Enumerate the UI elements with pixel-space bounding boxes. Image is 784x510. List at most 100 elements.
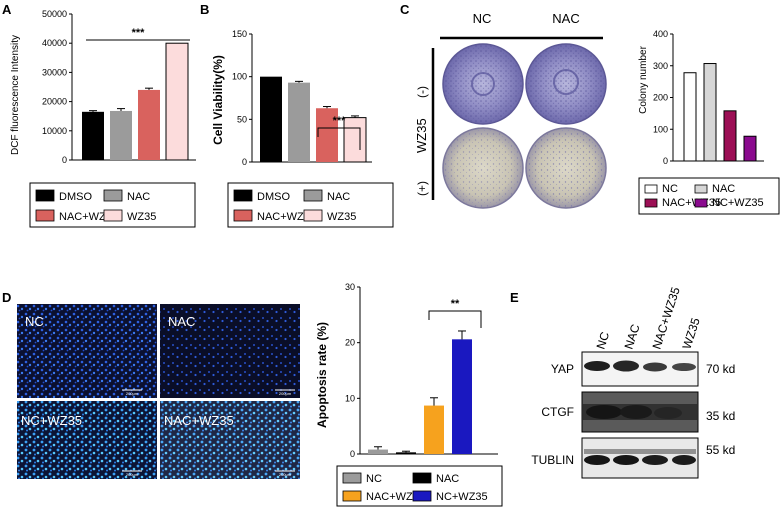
panel-a-ylabel: DCF fluorescence Intensity xyxy=(10,35,21,155)
colony-dish-nc-minus xyxy=(442,43,524,125)
micrograph-nac-wz35: NAC+WZ35 200μm xyxy=(160,401,300,479)
svg-text:NAC+WZ35: NAC+WZ35 xyxy=(164,413,234,428)
panel-b-bar-dmso xyxy=(260,76,282,162)
panel-b-legend-swatch xyxy=(233,209,253,222)
panel-d-legend-swatch xyxy=(342,472,362,484)
blot-tublin: TUBLIN 55 kd xyxy=(531,437,735,479)
panel-c-ytick-label: 400 xyxy=(653,29,668,39)
panel-a-legend: DMSO NAC NAC+WZ35 WZ35 xyxy=(29,182,196,228)
panel-b-legend-swatch xyxy=(303,189,323,202)
svg-text:NC+WZ35: NC+WZ35 xyxy=(21,413,82,428)
panel-c-legend-swatch xyxy=(694,184,708,194)
panel-c-ytick-label: 0 xyxy=(663,156,668,166)
panel-c-legend-swatch xyxy=(644,198,658,208)
panel-b-chart: 0 50 100 150 *** xyxy=(232,29,372,167)
panel-c-bar-nac xyxy=(703,63,717,162)
blot-lane-label: WZ35 xyxy=(680,316,703,351)
blot-yap-size: 70 kd xyxy=(706,362,735,376)
panel-c-legend-swatch xyxy=(644,184,658,194)
panel-a-bar-dmso xyxy=(82,111,104,160)
panel-d-ytick-label: 0 xyxy=(350,449,355,459)
panel-c-legend-swatch xyxy=(694,198,708,208)
panel-b-ytick-label: 100 xyxy=(232,72,247,82)
panel-b-bar-nac xyxy=(288,82,310,162)
panel-b-ytick-label: 150 xyxy=(232,29,247,39)
panel-d-legend: NC NAC NAC+WZ35 NC+WZ35 xyxy=(336,465,503,507)
panel-d-ylabel: Apoptosis rate (%) xyxy=(315,322,329,428)
panel-b-ylabel: Cell Viability(%) xyxy=(211,55,225,145)
panel-d-chart: 0 10 20 30 ** xyxy=(345,282,498,459)
blot-tublin-size: 55 kd xyxy=(706,443,735,457)
panel-d-legend-item: NAC xyxy=(436,473,459,485)
panel-b-label: B xyxy=(200,2,209,17)
svg-text:NC: NC xyxy=(25,314,44,329)
micrograph-nac: NAC 200μm xyxy=(160,304,300,398)
panel-d-legend-box xyxy=(336,465,503,507)
svg-text:NAC: NAC xyxy=(168,314,195,329)
svg-text:200μm: 200μm xyxy=(126,472,139,477)
panel-d-legend-item: NC xyxy=(366,473,382,485)
panel-c-bar-nc xyxy=(683,72,697,162)
micrograph-nc: NC 200μm xyxy=(17,304,157,398)
panel-d-legend-swatch xyxy=(412,472,432,484)
panel-b-sig-bracket xyxy=(317,127,361,150)
panel-a-legend-swatch xyxy=(103,209,123,222)
panel-b-ytick-label: 0 xyxy=(242,157,247,167)
panel-c-legend-box xyxy=(638,177,780,215)
panel-a-legend-item: DMSO xyxy=(59,191,92,203)
blot-ctgf-label: CTGF xyxy=(541,405,574,419)
panel-d-ytick-label: 30 xyxy=(345,282,355,292)
panel-a-sig-stars: *** xyxy=(132,27,146,39)
panel-c-legend-item: NAC xyxy=(712,183,735,195)
panel-b-legend-item: NAC xyxy=(327,191,350,203)
colony-row-minus: (-) xyxy=(415,86,429,98)
blot-ctgf: CTGF 35 kd xyxy=(541,391,735,433)
panel-b-legend-item: NAC+WZ35 xyxy=(257,211,316,223)
svg-text:200μm: 200μm xyxy=(279,391,292,396)
micrograph-nc-wz35: NC+WZ35 200μm xyxy=(17,401,157,479)
panel-b-legend-item: WZ35 xyxy=(327,211,356,223)
panel-a-legend-item: NAC+WZ35 xyxy=(59,211,118,223)
svg-text:200μm: 200μm xyxy=(279,472,292,477)
panel-c-bar-nc-wz35 xyxy=(743,135,757,162)
panel-a-label: A xyxy=(2,2,12,17)
blot-lane-label: NAC+WZ35 xyxy=(650,285,683,351)
panel-b-legend: DMSO NAC NAC+WZ35 WZ35 xyxy=(227,182,394,228)
panel-c-ytick-label: 300 xyxy=(653,61,668,71)
panel-d-bar-nc xyxy=(368,449,388,454)
panel-c-bar-nac-wz35 xyxy=(723,110,737,162)
panel-b-bar-nac-wz35 xyxy=(316,108,338,162)
panel-d-bar-nac xyxy=(396,452,416,454)
blot-yap: YAP 70 kd xyxy=(551,351,735,387)
panel-d-legend-swatch xyxy=(412,490,432,502)
panel-a-legend-swatch xyxy=(103,189,123,202)
panel-a-ytick-label: 50000 xyxy=(42,9,67,19)
panel-d-sig-bracket xyxy=(428,310,482,328)
colony-row-label: WZ35 xyxy=(414,118,429,153)
colony-col-nc: NC xyxy=(473,11,492,26)
panel-b-sig-stars: *** xyxy=(333,115,347,127)
panel-c-legend-item: NC+WZ35 xyxy=(712,197,764,209)
panel-a-legend-swatch xyxy=(35,209,55,222)
svg-text:200μm: 200μm xyxy=(126,391,139,396)
blot-tublin-label: TUBLIN xyxy=(531,453,574,467)
panel-a-legend-item: NAC xyxy=(127,191,150,203)
panel-a-legend-item: WZ35 xyxy=(127,211,156,223)
panel-b-legend-box xyxy=(227,182,394,228)
panel-b-legend-swatch xyxy=(233,189,253,202)
panel-a-bar-wz35 xyxy=(165,42,189,161)
colony-col-nac: NAC xyxy=(552,11,579,26)
panel-c-ylabel: Colony number xyxy=(638,45,649,113)
panel-c-legend-item: NC xyxy=(662,183,678,195)
panel-a-bar-nac-wz35 xyxy=(138,89,160,160)
panel-d-label: D xyxy=(2,290,11,305)
panel-c-ytick-label: 200 xyxy=(653,93,668,103)
panel-a-chart: 0 10000 20000 30000 40000 50000 *** xyxy=(42,9,196,165)
panel-a-ytick-label: 20000 xyxy=(42,97,67,107)
panel-d-bar-nac-wz35 xyxy=(424,405,444,454)
panel-b-legend-item: DMSO xyxy=(257,191,290,203)
panel-c-label: C xyxy=(400,2,410,17)
colony-dish-nc-plus xyxy=(442,127,524,209)
